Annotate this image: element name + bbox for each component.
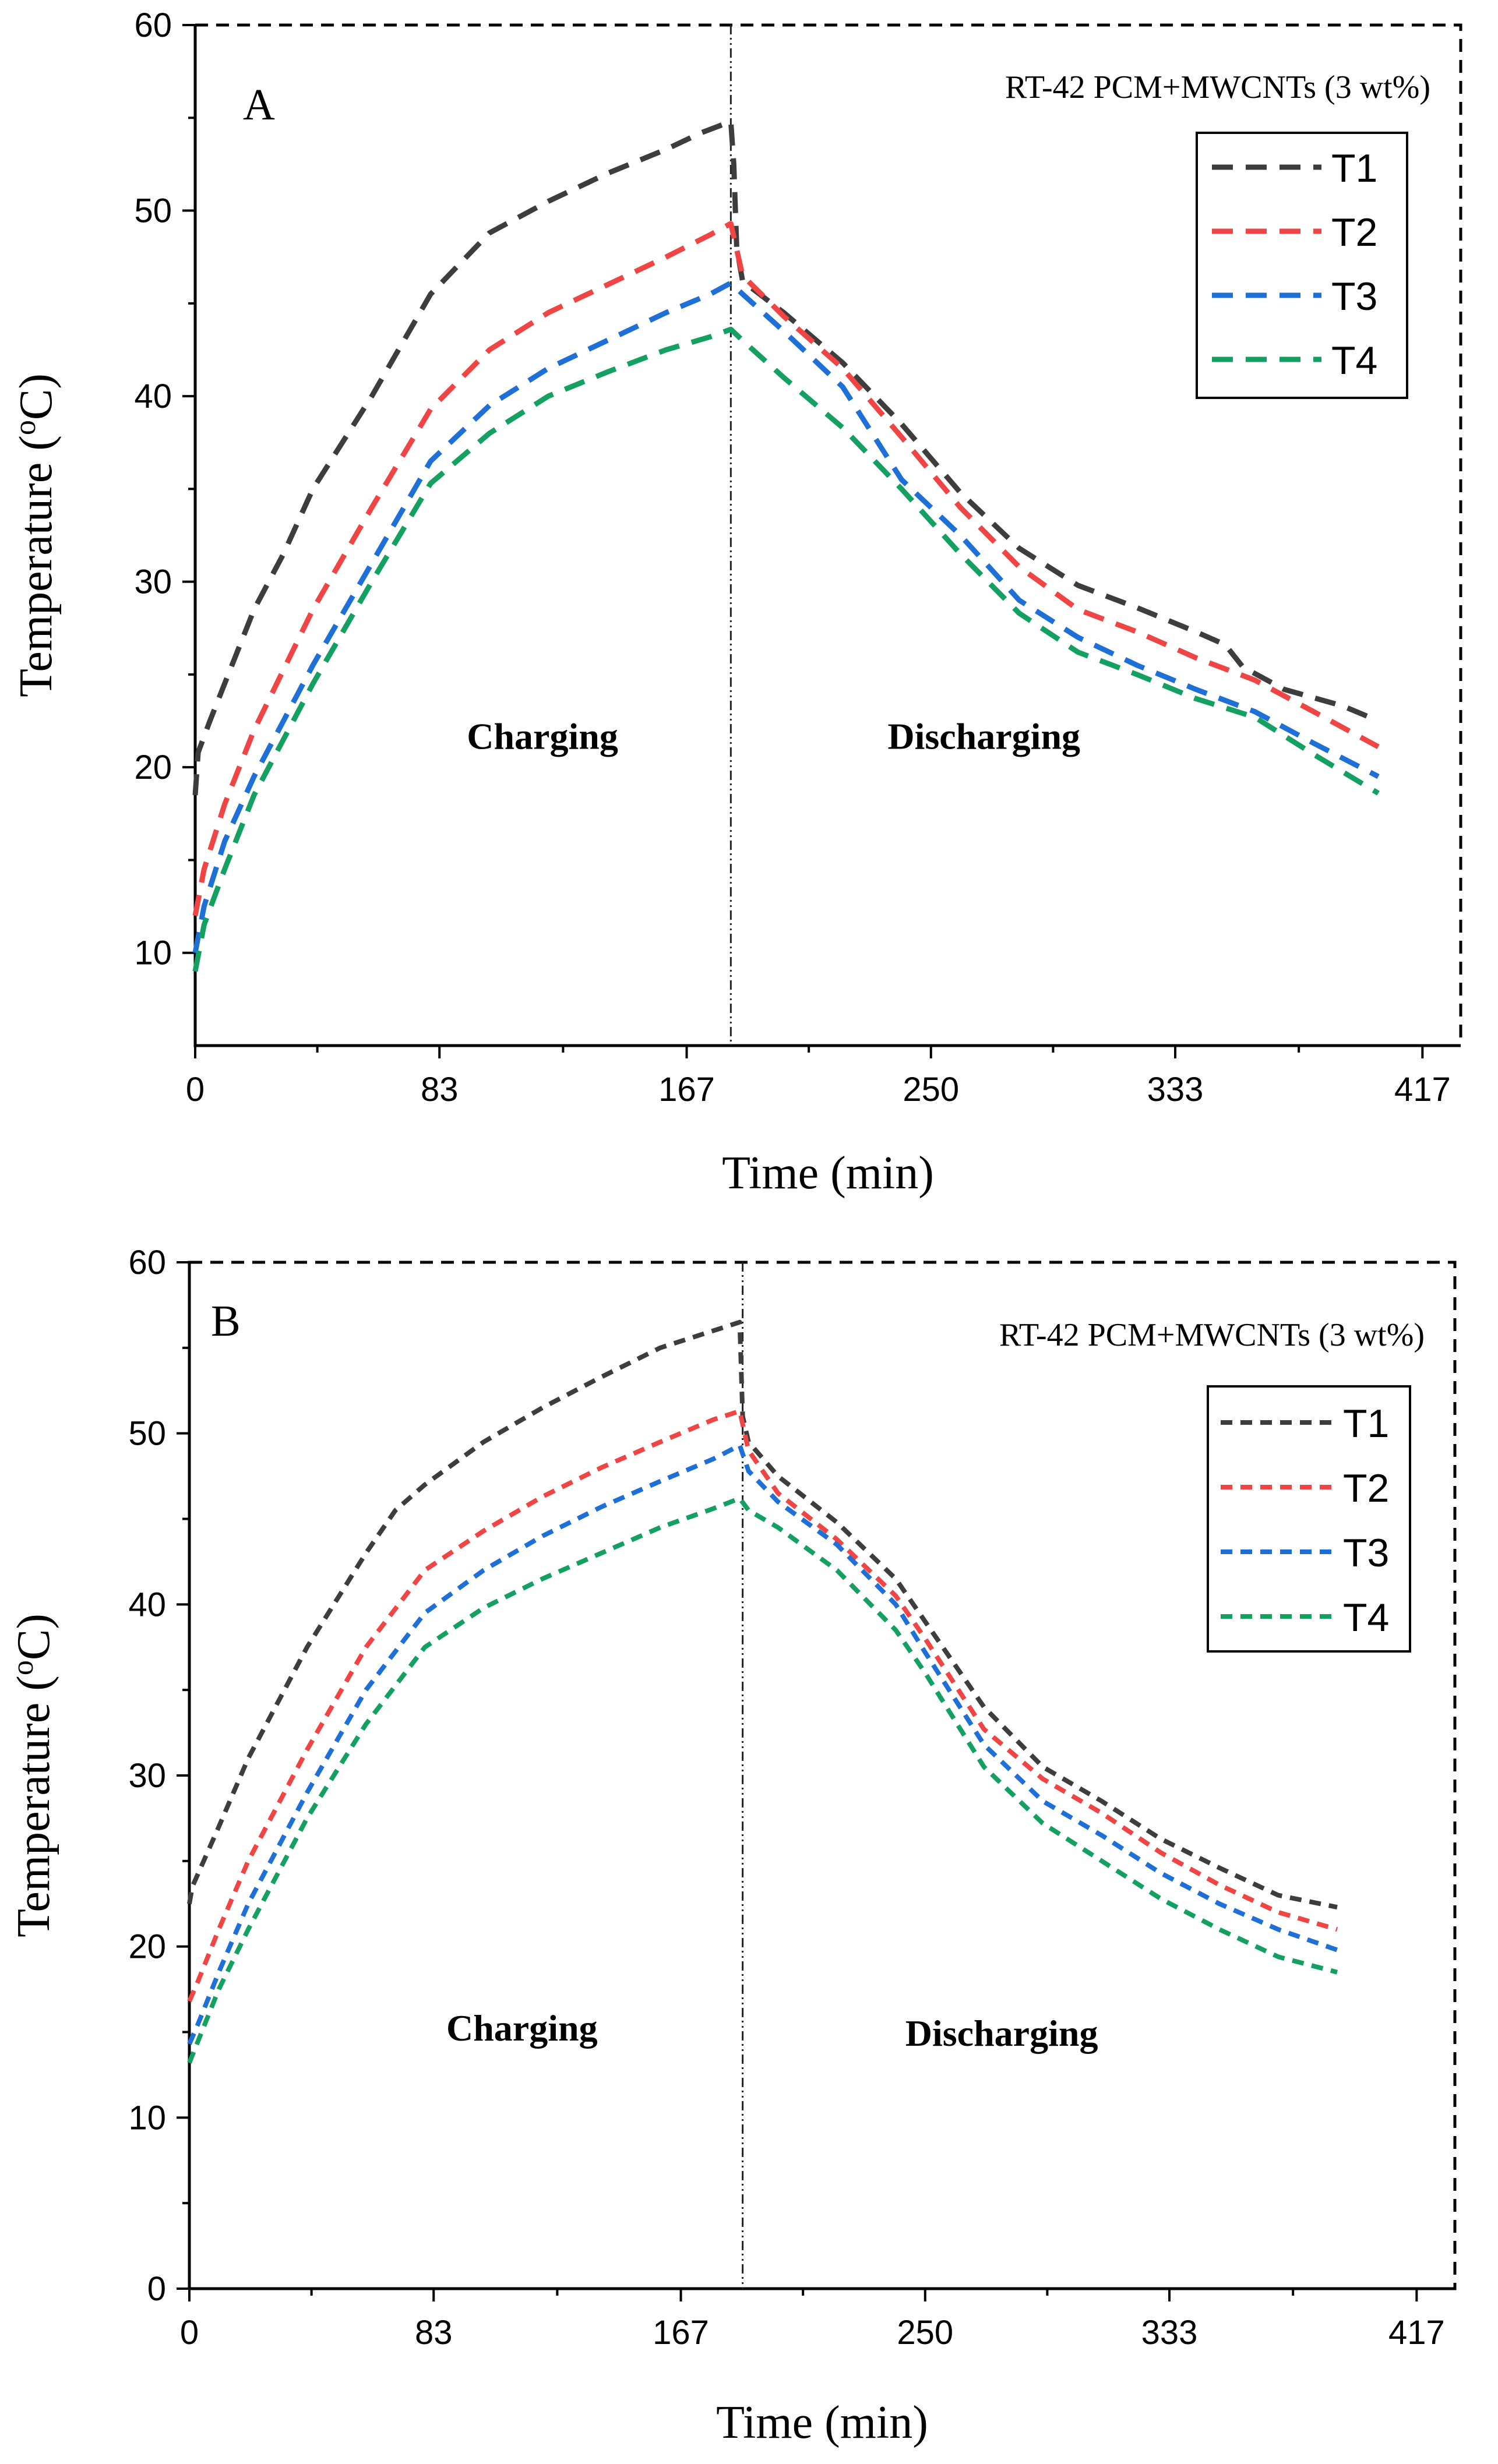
axis-ticks: 0 83 167 250 333 417 0 10 20 30 40 50 60	[128, 1244, 1444, 2352]
legend-label: T3	[1331, 274, 1377, 319]
legend-box	[1207, 1385, 1411, 1653]
legend-label: T2	[1343, 1466, 1389, 1510]
x-tick-label: 167	[653, 2314, 709, 2352]
legend-label: T3	[1343, 1531, 1389, 1575]
chart-annotation: RT-42 PCM+MWCNTs (3 wt%)	[999, 1317, 1425, 1353]
y-tick-label: 40	[128, 1586, 166, 1623]
region-label-discharging: Discharging	[905, 2013, 1098, 2054]
series-line-t4	[192, 326, 1380, 972]
y-axis-title-end: C)	[10, 373, 62, 420]
x-axis-title: Time (min)	[716, 2397, 928, 2448]
chart-annotation: RT-42 PCM+MWCNTs (3 wt%)	[1005, 69, 1430, 105]
series-lines	[187, 1319, 1338, 2064]
y-tick-label: 30	[128, 1757, 166, 1795]
x-tick-label: 0	[180, 2314, 199, 2352]
x-tick-label: 83	[421, 1071, 459, 1109]
legend-label: T2	[1331, 210, 1377, 255]
x-tick-label: 250	[903, 1071, 959, 1109]
legend-entry-t1: T1	[1221, 1402, 1389, 1446]
legend: T1 T2 T3 T4	[1207, 1385, 1411, 1653]
y-tick-label: 40	[134, 377, 172, 415]
series-line-t1	[192, 119, 1380, 796]
phase-labels: Charging Discharging	[446, 2007, 1098, 2054]
y-axis-title-sup: o	[9, 420, 42, 435]
y-tick-label: 50	[134, 192, 172, 230]
legend: T1 T2 T3 T4	[1196, 132, 1408, 399]
region-label-charging: Charging	[467, 715, 618, 757]
legend-label: T4	[1331, 338, 1377, 383]
legend-entry-t2: T2	[1221, 1466, 1389, 1510]
y-axis-title-end: C)	[8, 1614, 59, 1660]
panel-label: B	[211, 1297, 241, 1346]
y-axis-title: Temperature (oC)	[9, 373, 62, 697]
y-tick-label: 10	[134, 934, 172, 972]
y-axis-title: Temperature (oC)	[6, 1614, 60, 1937]
chart-panel-b: 0 83 167 250 333 417 0 10 20 30 40 50 60 B RT-42 PCM…	[6, 1244, 1457, 2448]
y-tick-label: 50	[128, 1415, 166, 1453]
y-tick-label: 30	[134, 563, 172, 601]
axis-ticks: 0 83 167 250 333 417 10 20 30 40 50 60	[134, 6, 1450, 1109]
legend-entry-t4: T4	[1212, 338, 1377, 383]
legend-entry-t4: T4	[1221, 1595, 1389, 1640]
y-axis-title-main: Temperature (	[8, 1675, 59, 1937]
y-tick-label: 60	[134, 6, 172, 44]
y-tick-label: 60	[128, 1244, 166, 1282]
x-tick-label: 417	[1394, 1071, 1451, 1109]
x-axis-title: Time (min)	[722, 1148, 934, 1199]
x-tick-label: 250	[897, 2314, 953, 2352]
x-tick-label: 167	[658, 1071, 715, 1109]
legend-entry-t3: T3	[1212, 274, 1377, 319]
legend-entry-t1: T1	[1212, 146, 1377, 190]
series-line-t4	[187, 1496, 1338, 2064]
x-tick-label: 333	[1147, 1071, 1204, 1109]
legend-label: T1	[1343, 1402, 1389, 1446]
series-line-t3	[187, 1443, 1338, 2045]
panel-label: A	[243, 80, 275, 129]
x-tick-label: 417	[1388, 2314, 1445, 2352]
y-tick-label: 10	[128, 2099, 166, 2137]
x-tick-label: 333	[1141, 2314, 1198, 2352]
region-label-charging: Charging	[446, 2007, 598, 2049]
series-lines	[192, 119, 1380, 972]
y-tick-label: 0	[147, 2270, 166, 2308]
legend-entry-t2: T2	[1212, 210, 1377, 255]
x-tick-label: 0	[186, 1071, 205, 1109]
series-line-t2	[187, 1408, 1338, 2003]
legend-box	[1196, 132, 1408, 399]
chart-panel-a: 0 83 167 250 333 417 10 20 30 40 50 60 A RT-42 PCM+…	[9, 6, 1462, 1199]
series-line-t3	[192, 280, 1380, 954]
region-label-discharging: Discharging	[887, 715, 1080, 757]
phase-labels: Charging Discharging	[467, 715, 1080, 757]
legend-label: T4	[1343, 1595, 1389, 1640]
series-line-t2	[192, 221, 1380, 916]
y-tick-label: 20	[134, 749, 172, 786]
legend-label: T1	[1331, 146, 1377, 190]
y-axis-title-main: Temperature (	[10, 435, 62, 697]
y-tick-label: 20	[128, 1928, 166, 1966]
y-axis-title-sup: o	[6, 1660, 40, 1675]
x-tick-label: 83	[415, 2314, 453, 2352]
legend-entry-t3: T3	[1221, 1531, 1389, 1575]
series-line-t1	[187, 1319, 1338, 1910]
